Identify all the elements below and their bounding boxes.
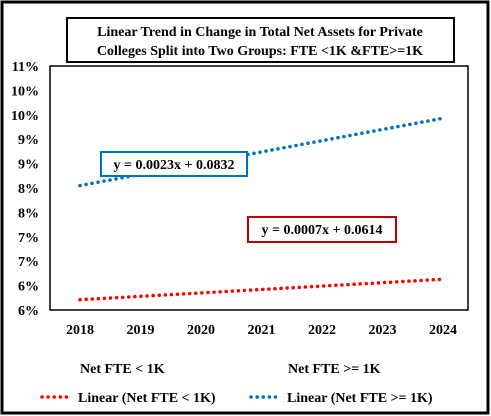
y-tick-label: 11% [12,60,39,75]
equation-text-ge-1k: y = 0.0023x + 0.0832 [114,158,235,173]
chart-title-line-1: Linear Trend in Change in Total Net Asse… [97,25,423,40]
title-box [66,17,455,63]
x-tick-label: 2022 [308,323,336,338]
legend: Net FTE < 1K Net FTE >= 1K Linear (Net F… [40,362,433,406]
y-tick-label: 6% [18,280,39,295]
x-tick-label: 2024 [429,323,457,338]
legend-entry-net-fte-lt-1k: Net FTE < 1K [80,362,165,377]
plot-area [49,65,469,311]
trendline-series-0 [78,277,445,302]
equation-box-ge-1k [100,151,248,177]
y-tick-label: 9% [18,133,39,148]
equation-text-lt-1k: y = 0.0007x + 0.0614 [262,223,383,238]
chart-title-line-2: Colleges Split into Two Groups: FTE <1K … [97,44,423,59]
x-tick-label: 2019 [127,323,155,338]
equation-box-lt-1k [247,216,397,243]
y-axis-tick-labels: 6% 6% 7% 7% 8% 8% 9% 9% 10% 10% 11% [11,60,39,319]
x-axis-tick-labels: 2018 2019 2020 2021 2022 2023 2024 [66,323,457,338]
equation-label-net-fte-lt-1k: y = 0.0007x + 0.0614 [247,216,397,243]
y-tick-label: 8% [18,206,39,221]
legend-entry-net-fte-ge-1k: Net FTE >= 1K [288,362,381,377]
y-tick-label: 7% [18,231,39,246]
y-tick-label: 7% [18,255,39,270]
x-tick-label: 2018 [66,323,94,338]
y-tick-label: 6% [18,304,39,319]
y-tick-label: 10% [11,109,39,124]
legend-entry-linear-lt-1k: Linear (Net FTE < 1K) [78,391,216,406]
x-tick-label: 2020 [187,323,215,338]
legend-entry-linear-ge-1k: Linear (Net FTE >= 1K) [287,391,433,406]
equation-label-net-fte-ge-1k: y = 0.0023x + 0.0832 [100,151,248,177]
y-tick-label: 10% [11,84,39,99]
x-tick-label: 2023 [369,323,397,338]
y-tick-label: 8% [18,182,39,197]
x-tick-label: 2021 [248,323,276,338]
y-tick-label: 9% [18,158,39,173]
